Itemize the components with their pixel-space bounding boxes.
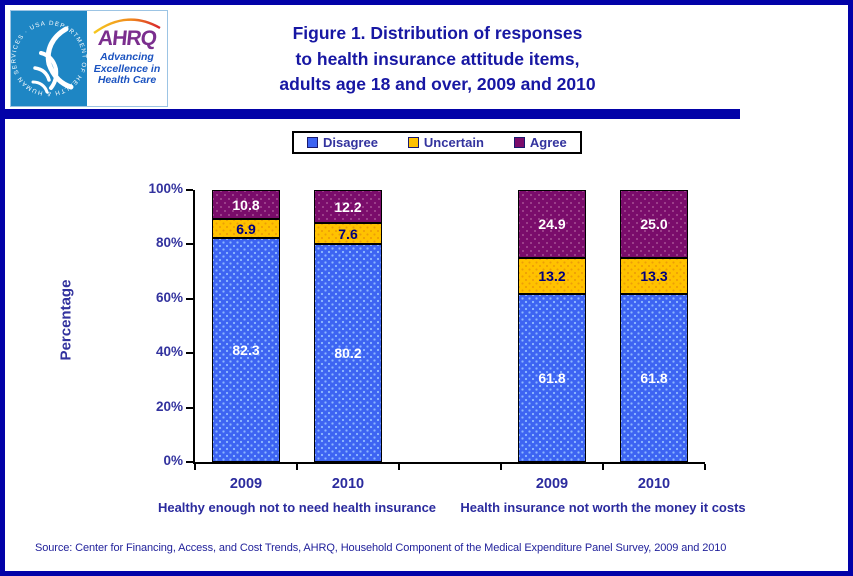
ahrq-tagline: Advancing Excellence in Health Care (87, 51, 167, 87)
hhs-eagle-icon: DEPARTMENT OF HEALTH & HUMAN SERVICES · … (11, 11, 86, 97)
figure-title-line: adults age 18 and over, 2009 and 2010 (279, 74, 596, 94)
y-tick-label: 40% (155, 344, 183, 360)
figure-title-line: to health insurance attitude items, (295, 48, 580, 69)
source-note: Source: Center for Financing, Access, an… (35, 542, 727, 554)
legend-swatch-icon (513, 137, 525, 148)
y-tick-label: 80% (155, 235, 183, 251)
bar-segment-disagree: 61.8 (518, 293, 586, 462)
bar-value-label: 61.8 (640, 369, 668, 386)
bar-value-label: 25.0 (640, 215, 668, 232)
x-tick (194, 464, 196, 470)
legend-item-agree: Agree (513, 135, 567, 150)
bar-segment-disagree: 61.8 (620, 293, 688, 462)
figure-title-line: Figure 1. Distribution of responses (292, 23, 583, 43)
bar-value-label: 82.3 (232, 342, 260, 359)
ahrq-arc-icon (93, 18, 161, 34)
title-divider-bar (0, 109, 740, 119)
y-axis (193, 190, 195, 464)
x-tick (500, 464, 502, 470)
x-group-label: Health insurance not worth the money it … (460, 500, 746, 515)
legend-swatch-icon (407, 137, 419, 148)
hhs-seal-icon: DEPARTMENT OF HEALTH & HUMAN SERVICES · … (11, 11, 87, 106)
x-group-label: Healthy enough not to need health insura… (157, 500, 437, 515)
legend-label: Agree (529, 135, 567, 150)
y-axis-title: Percentage (57, 279, 75, 361)
x-tick (602, 464, 604, 470)
y-tick (186, 297, 193, 300)
bar-value-label: 61.8 (538, 369, 566, 386)
figure-title: Figure 1. Distribution of responses to h… (165, 21, 710, 98)
x-category-label: 2010 (331, 476, 365, 492)
bar-value-label: 80.2 (334, 344, 362, 361)
y-tick-label: 100% (148, 181, 183, 196)
x-category-label: 2009 (535, 476, 569, 492)
ahrq-acronym: AHRQ (96, 27, 158, 50)
bar-segment-uncertain: 13.2 (518, 258, 586, 294)
bar-value-label: 6.9 (236, 220, 256, 237)
x-category-label: 2010 (637, 476, 671, 492)
bar-segment-agree: 12.2 (314, 190, 382, 224)
x-category-label: 2009 (229, 476, 263, 492)
bar-segment-disagree: 80.2 (314, 243, 382, 462)
bar-segment-uncertain: 7.6 (314, 223, 382, 244)
y-tick (186, 243, 193, 246)
bar-value-label: 13.3 (640, 267, 668, 284)
y-tick-label: 60% (155, 289, 183, 305)
legend-label: Disagree (323, 135, 378, 150)
ahrq-logo: DEPARTMENT OF HEALTH & HUMAN SERVICES · … (10, 10, 168, 107)
bar-segment-disagree: 82.3 (212, 238, 280, 462)
x-tick (296, 464, 298, 470)
bar-value-label: 12.2 (334, 198, 362, 215)
y-tick-label: 0% (163, 453, 183, 468)
legend-item-disagree: Disagree (307, 135, 378, 150)
bar-value-label: 24.9 (538, 216, 566, 233)
tagline-line: Advancing (100, 51, 154, 63)
legend-swatch-icon (307, 137, 318, 148)
bar-value-label: 7.6 (338, 225, 358, 242)
y-tick (186, 189, 193, 191)
x-tick (704, 464, 706, 470)
bar-value-label: 10.8 (232, 196, 260, 213)
chart-legend: Disagree Uncertain Agree (292, 131, 582, 154)
y-tick (186, 352, 193, 355)
x-tick (398, 464, 400, 470)
bar-segment-uncertain: 13.3 (620, 257, 688, 294)
legend-item-uncertain: Uncertain (407, 135, 484, 150)
tagline-line: Excellence in (93, 62, 161, 75)
ahrq-logotype: AHRQ Advancing Excellence in Health Care (87, 11, 167, 106)
y-tick (186, 461, 193, 463)
bar-segment-agree: 24.9 (518, 190, 586, 258)
bar-segment-uncertain: 6.9 (212, 219, 280, 239)
y-tick (186, 406, 193, 409)
bar-value-label: 13.2 (538, 267, 566, 284)
bar-segment-agree: 25.0 (620, 189, 688, 258)
legend-label: Uncertain (423, 135, 484, 150)
y-tick-label: 20% (155, 398, 183, 414)
tagline-line: Health Care (97, 74, 157, 86)
x-axis (193, 462, 705, 464)
bar-segment-agree: 10.8 (212, 190, 280, 220)
